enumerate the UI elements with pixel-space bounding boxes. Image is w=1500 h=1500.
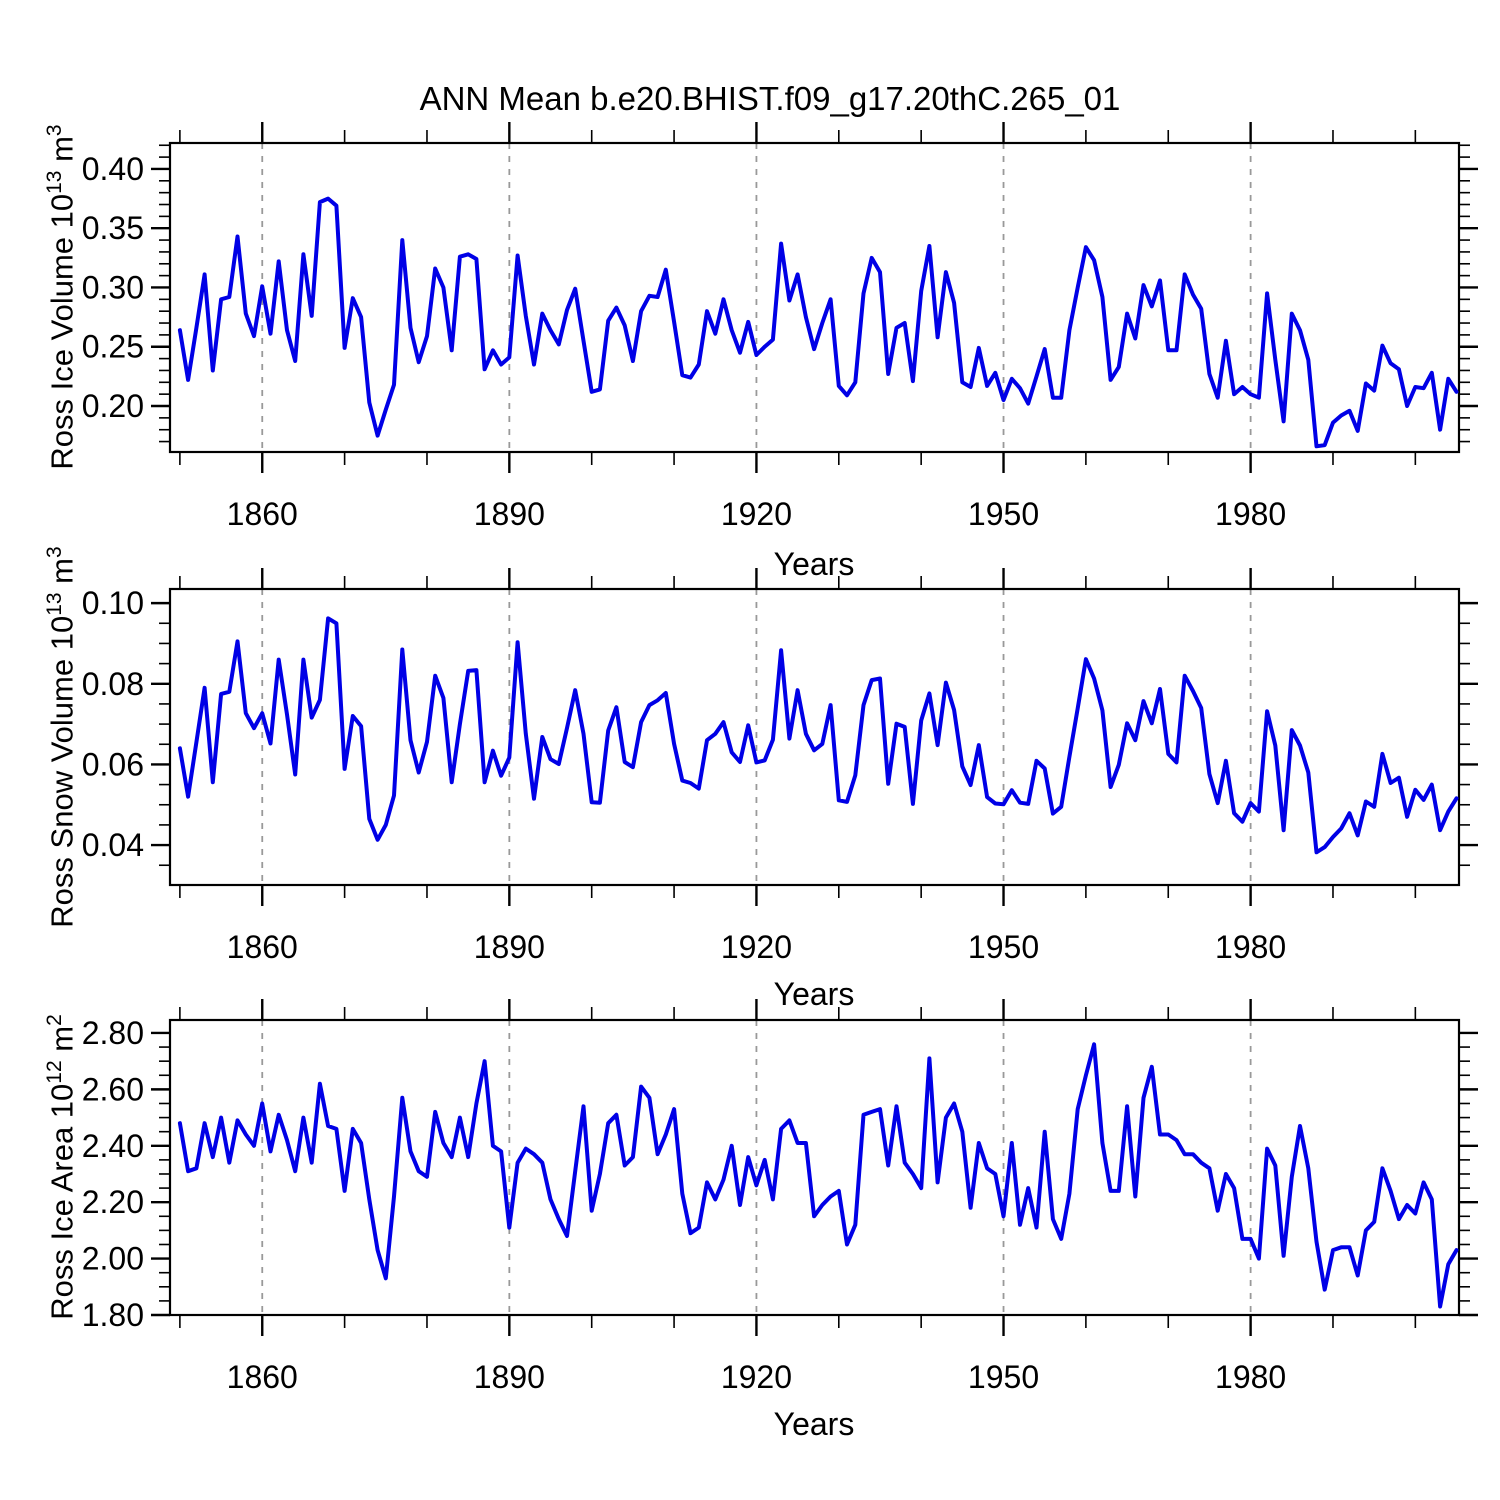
- plot-frame: [168, 1018, 1461, 1317]
- y-tick-label: 1.80: [82, 1297, 144, 1333]
- x-axis-title: Years: [773, 976, 855, 1012]
- x-tick-label: 1950: [968, 1359, 1039, 1395]
- x-axis-title: Years: [773, 546, 855, 582]
- x-tick-label: 1980: [1215, 929, 1286, 965]
- x-tick-label: 1890: [474, 496, 545, 532]
- x-tick-label: 1860: [227, 929, 298, 965]
- chart-title: ANN Mean b.e20.BHIST.f09_g17.20thC.265_0…: [419, 80, 1121, 117]
- x-tick-label: 1860: [227, 1359, 298, 1395]
- y-tick-label: 0.40: [82, 151, 144, 187]
- data-line-ross-snow-volume: [177, 616, 1459, 855]
- y-tick-label: 0.35: [82, 210, 144, 246]
- panel-ross-ice-volume: 0.20 0.25 0.30 0.35 0.40 1860 1890 1920 1950 1980: [82, 122, 1478, 532]
- x-tick-label: 1920: [721, 496, 792, 532]
- x-tick-label: 1980: [1215, 1359, 1286, 1395]
- y-tick-label: 0.04: [82, 827, 144, 863]
- y-tick-label: 0.30: [82, 269, 144, 305]
- y-tick-label: 0.20: [82, 388, 144, 424]
- x-tick-label: 1860: [227, 496, 298, 532]
- x-tick-label: 1890: [474, 929, 545, 965]
- x-tick-label: 1920: [721, 1359, 792, 1395]
- y-tick-label: 0.08: [82, 666, 144, 702]
- y-tick-label: 2.60: [82, 1071, 144, 1107]
- panel-ross-ice-area: 1.80 2.00 2.20 2.40 2.60 2.80 1860 1890 1920 1950…: [82, 999, 1478, 1395]
- plot-frame: [168, 141, 1461, 454]
- y-tick-label: 2.80: [82, 1015, 144, 1051]
- y-tick-label: 2.00: [82, 1241, 144, 1277]
- x-tick-label: 1980: [1215, 496, 1286, 532]
- y-tick-label: 0.10: [82, 585, 144, 621]
- data-line-ross-ice-volume: [177, 196, 1459, 449]
- panel-ross-snow-volume: 0.04 0.06 0.08 0.10 1860 1890 1920 1950 1980: [82, 568, 1478, 965]
- y-tick-label: 2.40: [82, 1128, 144, 1164]
- x-tick-label: 1950: [968, 496, 1039, 532]
- y-tick-label: 0.06: [82, 746, 144, 782]
- x-axis-title: Years: [773, 1406, 855, 1442]
- x-tick-label: 1920: [721, 929, 792, 965]
- x-tick-label: 1950: [968, 929, 1039, 965]
- y-tick-label: 2.20: [82, 1184, 144, 1220]
- data-line-ross-ice-area: [177, 1042, 1459, 1309]
- plot-frame: [168, 587, 1461, 887]
- x-tick-label: 1890: [474, 1359, 545, 1395]
- y-tick-label: 0.25: [82, 329, 144, 365]
